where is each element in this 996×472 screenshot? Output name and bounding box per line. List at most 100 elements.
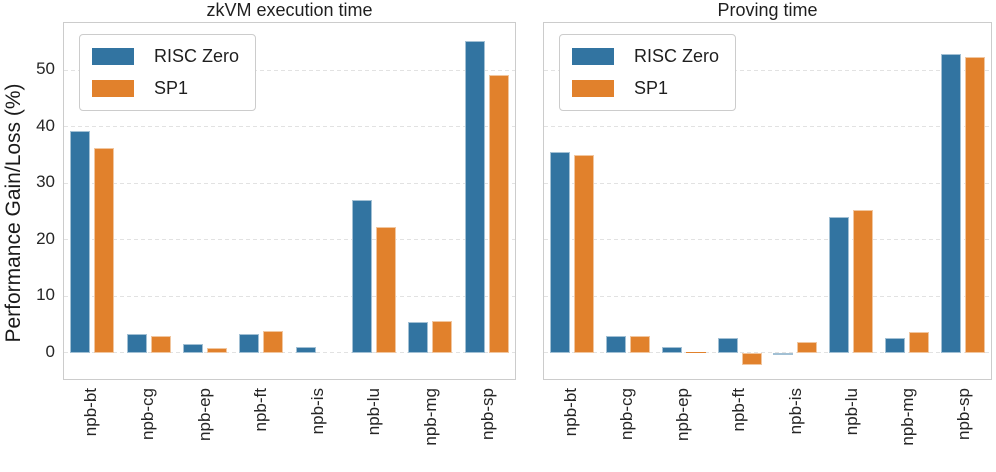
x-tick-label-npb-ft: npb-ft — [251, 388, 271, 432]
gridline — [544, 126, 991, 128]
bar-npb-is-risc-zero — [773, 352, 794, 355]
bar-npb-cg-sp1 — [629, 335, 650, 353]
x-tick-label-npb-is: npb-is — [307, 388, 327, 435]
legend-row-risc-zero: RISC Zero — [92, 44, 239, 69]
bar-npb-ft-sp1 — [263, 331, 284, 353]
bar-npb-ep-risc-zero — [182, 344, 203, 353]
x-tick-slot: npb-mg — [403, 388, 460, 446]
gridline — [64, 69, 515, 71]
x-tick-label-npb-cg: npb-cg — [617, 388, 637, 440]
x-tick-slot: npb-lu — [824, 388, 880, 435]
bar-npb-mg-sp1 — [432, 321, 453, 353]
x-tick-label-npb-lu: npb-lu — [364, 388, 384, 436]
bar-npb-is-sp1 — [797, 342, 818, 353]
x-tick-label-npb-sp: npb-sp — [477, 388, 497, 440]
x-tick-slot: npb-ep — [176, 388, 233, 441]
x-tick-slot: npb-bt — [543, 388, 599, 436]
risc-zero-swatch-icon — [92, 48, 134, 65]
bar-npb-bt-risc-zero — [70, 130, 91, 353]
right-panel-plot: RISC Zero SP1 — [543, 22, 992, 380]
y-tick-label: 0 — [45, 341, 55, 361]
y-tick-label: 10 — [36, 285, 55, 305]
x-tick-slot: npb-sp — [459, 388, 516, 440]
gridline — [544, 239, 991, 241]
bar-npb-lu-sp1 — [853, 210, 874, 353]
x-tick-slot: npb-bt — [63, 388, 120, 436]
gridline — [64, 126, 515, 128]
bar-npb-ep-risc-zero — [661, 347, 682, 353]
bar-npb-cg-sp1 — [150, 336, 171, 353]
x-tick-label-npb-ep: npb-ep — [673, 388, 693, 441]
bar-npb-sp-sp1 — [488, 74, 509, 353]
legend: RISC Zero SP1 — [559, 34, 737, 111]
x-tick-label-npb-mg: npb-mg — [897, 388, 917, 446]
sp1-swatch-icon — [572, 80, 614, 97]
bar-npb-mg-risc-zero — [885, 338, 906, 353]
bar-npb-sp-sp1 — [965, 57, 986, 353]
x-tick-label-npb-bt: npb-bt — [81, 388, 101, 437]
bar-npb-ft-sp1 — [741, 352, 762, 366]
bar-npb-ft-risc-zero — [717, 338, 738, 353]
bar-npb-lu-sp1 — [376, 227, 397, 353]
legend: RISC Zero SP1 — [79, 34, 257, 111]
bar-npb-lu-risc-zero — [829, 217, 850, 353]
y-tick-label: 50 — [36, 59, 55, 79]
legend-row-sp1: SP1 — [572, 76, 719, 101]
bar-npb-cg-risc-zero — [605, 336, 626, 353]
bar-npb-mg-risc-zero — [408, 322, 429, 353]
gridline — [544, 352, 991, 354]
bar-npb-bt-sp1 — [573, 154, 594, 353]
bar-npb-bt-risc-zero — [549, 152, 570, 353]
x-tick-slot: npb-ft — [233, 388, 290, 431]
x-tick-slot: npb-is — [768, 388, 824, 434]
legend-label-sp1: SP1 — [634, 78, 669, 98]
legend-row-sp1: SP1 — [92, 76, 239, 101]
x-tick-label-npb-mg: npb-mg — [421, 388, 441, 446]
gridline — [544, 182, 991, 184]
legend-label-risc-zero: RISC Zero — [634, 46, 720, 66]
y-tick-label: 30 — [36, 172, 55, 192]
y-axis-ticks: 0 10 20 30 40 50 — [0, 22, 55, 380]
gridline — [64, 295, 515, 297]
x-tick-slot: npb-cg — [120, 388, 177, 440]
left-panel-plot: RISC Zero SP1 — [63, 22, 516, 380]
bar-npb-bt-sp1 — [94, 147, 115, 353]
sp1-swatch-icon — [92, 80, 134, 97]
x-tick-label-npb-lu: npb-lu — [841, 388, 861, 436]
right-panel-title: Proving time — [717, 0, 818, 20]
bar-npb-sp-risc-zero — [464, 40, 485, 353]
x-tick-label-npb-ep: npb-ep — [194, 388, 214, 441]
x-tick-slot: npb-lu — [346, 388, 403, 435]
right-panel-x-labels: npb-bt npb-cg npb-ep npb-ft npb-is npb-lu npb-… — [543, 388, 992, 472]
x-tick-label-npb-sp: npb-sp — [953, 388, 973, 440]
bar-npb-lu-risc-zero — [352, 200, 373, 353]
legend-label-sp1: SP1 — [154, 78, 189, 98]
legend-row-risc-zero: RISC Zero — [572, 44, 719, 69]
bar-npb-ep-sp1 — [206, 347, 227, 353]
y-tick-label: 40 — [36, 115, 55, 135]
x-tick-label-npb-cg: npb-cg — [137, 388, 157, 440]
x-tick-slot: npb-sp — [936, 388, 992, 440]
gridline — [64, 352, 515, 354]
left-panel-x-labels: npb-bt npb-cg npb-ep npb-ft npb-is npb-lu npb-… — [63, 388, 516, 472]
gridline — [64, 182, 515, 184]
x-tick-slot: npb-mg — [880, 388, 936, 446]
bar-npb-cg-risc-zero — [126, 334, 147, 353]
x-tick-label-npb-bt: npb-bt — [561, 388, 581, 437]
gridline — [64, 239, 515, 241]
gridline — [544, 69, 991, 71]
x-tick-label-npb-ft: npb-ft — [729, 388, 749, 432]
x-tick-slot: npb-cg — [599, 388, 655, 440]
bar-npb-is-risc-zero — [295, 347, 316, 353]
left-panel-title: zkVM execution time — [206, 0, 373, 20]
bar-npb-ft-risc-zero — [239, 333, 260, 353]
bar-npb-sp-risc-zero — [941, 54, 962, 353]
x-tick-slot: npb-ep — [655, 388, 711, 441]
y-tick-label: 20 — [36, 228, 55, 248]
bar-npb-mg-sp1 — [909, 332, 930, 353]
x-tick-slot: npb-is — [290, 388, 347, 434]
risc-zero-swatch-icon — [572, 48, 614, 65]
legend-label-risc-zero: RISC Zero — [154, 46, 240, 66]
x-tick-slot: npb-ft — [711, 388, 767, 431]
